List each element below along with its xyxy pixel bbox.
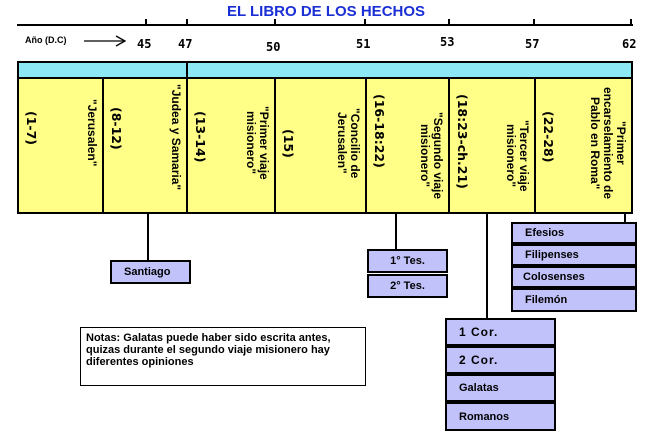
letter-box-santiago: Santiago (110, 260, 191, 284)
axis-label: Año (D.C) (25, 35, 67, 45)
year-label: 51 (356, 37, 371, 51)
year-label: 62 (622, 37, 637, 51)
letter-box: Filipenses (511, 244, 637, 266)
chapter-reference: (8-12) (109, 107, 124, 150)
period-label: "Segundo viaje misionero" (418, 111, 445, 200)
period-label: "Tercer viaje misionero" (504, 119, 531, 192)
period-label: "Judea y Samaria" (169, 84, 183, 191)
period-label: "Concilio de Jerusalen" (335, 107, 362, 179)
letter-box: 1° Tes. (367, 249, 448, 273)
year-label: 50 (266, 40, 281, 54)
chapter-reference: (1-7) (24, 111, 39, 146)
timeline-axis (17, 24, 633, 26)
axis-tick (630, 19, 632, 26)
notes-box: Notas: Galatas puede haber sido escrita … (80, 327, 366, 386)
period-column: "Tercer viaje misionero" (18:23-ch.21) (448, 77, 536, 214)
connector-line (486, 213, 488, 318)
axis-tick (364, 19, 366, 26)
period-label: "Jerusalen" (85, 99, 99, 167)
chapter-reference: (13-14) (193, 111, 208, 163)
connector-line (624, 213, 626, 223)
letter-box: 2° Tes. (367, 274, 448, 298)
diagram-title: EL LIBRO DE LOS HECHOS (226, 3, 426, 20)
axis-tick (186, 19, 188, 26)
chapter-reference: (22-28) (541, 111, 556, 163)
year-label: 57 (525, 37, 540, 51)
letter-box: Romanos (445, 402, 556, 431)
letter-box: Efesios (511, 222, 637, 244)
period-column: "Judea y Samaria" (8-12) (102, 77, 188, 214)
year-label: 47 (178, 37, 193, 51)
letter-box: Filemón (511, 288, 637, 312)
period-column: "Primer viaje misionero" (13-14) (186, 77, 276, 214)
axis-tick (145, 19, 147, 26)
period-column: "Jerusalen" (1-7) (17, 77, 104, 214)
chapter-reference: (16-18:22) (372, 94, 387, 168)
letter-box: Galatas (445, 374, 556, 402)
letter-box: Colosenses (511, 266, 637, 288)
letter-box: 2 Cor. (445, 346, 556, 374)
period-column: "Primer encarselamiento de Pablo en Roma… (534, 77, 633, 214)
axis-tick (533, 19, 535, 26)
letter-box: 1 Cor. (445, 318, 556, 346)
arrow-right-icon (84, 35, 127, 47)
connector-line (395, 213, 397, 250)
period-column: "Segundo viaje misionero" (16-18:22) (365, 77, 450, 214)
chapter-reference: (18:23-ch.21) (455, 94, 470, 189)
period-label: "Primer viaje misionero" (244, 106, 271, 180)
connector-line (147, 213, 149, 261)
axis-tick (448, 19, 450, 26)
year-label: 53 (440, 35, 455, 49)
period-column: "Concilio de Jerusalen" (15) (274, 77, 367, 214)
axis-tick (274, 19, 276, 26)
year-label: 45 (137, 37, 152, 51)
chapter-reference: (15) (281, 129, 296, 158)
period-label: "Primer encarselamiento de Pablo en Roma… (588, 86, 628, 200)
